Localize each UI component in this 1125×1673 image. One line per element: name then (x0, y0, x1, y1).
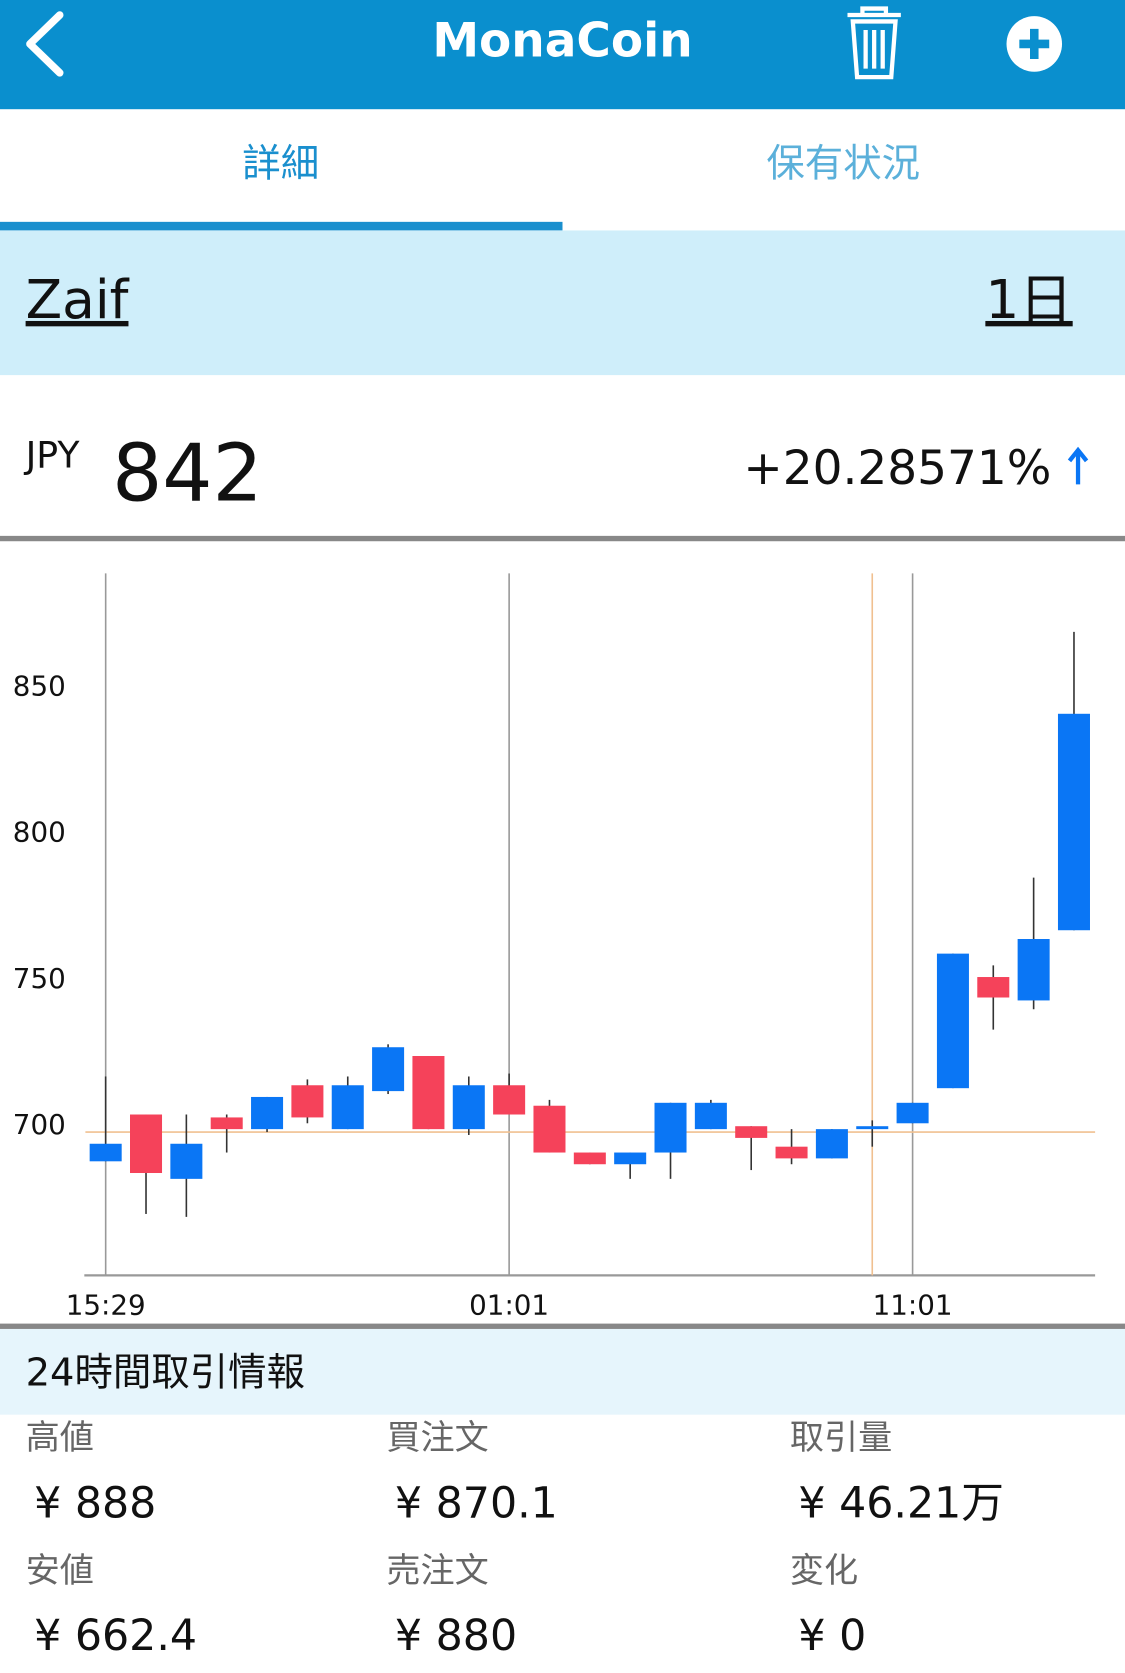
divider (0, 1323, 1125, 1329)
stat-label: 高値 (26, 1418, 94, 1458)
candle-body (493, 1085, 526, 1115)
stat-label: 変化 (790, 1551, 858, 1591)
candle-body (1017, 939, 1050, 1001)
exchange-bar (0, 230, 1125, 376)
y-tick-label: 850 (13, 669, 66, 702)
candle-body (291, 1085, 324, 1118)
currency: JPY (24, 434, 81, 477)
candle-body (654, 1102, 687, 1153)
candle-body (533, 1105, 566, 1153)
candle-body (936, 953, 969, 1089)
stat-value: ¥ 880 (395, 1611, 517, 1661)
back-button[interactable] (26, 11, 64, 77)
stat-label: 安値 (26, 1551, 94, 1591)
candle-body (896, 1102, 929, 1124)
candle-body (210, 1117, 243, 1130)
section-title: 24時間取引情報 (26, 1351, 305, 1396)
candle-body (130, 1114, 163, 1174)
section-header (0, 1328, 1125, 1415)
y-tick-label: 700 (13, 1108, 66, 1141)
x-tick-label: 15:29 (66, 1288, 146, 1321)
candle-body (614, 1152, 647, 1165)
delete-button[interactable] (847, 6, 901, 80)
y-tick-label: 750 (13, 962, 66, 995)
stat-value: ¥ 0 (798, 1611, 866, 1661)
stat-value: ¥ 46.21万 (798, 1478, 1004, 1528)
tab[interactable]: 詳細 (242, 142, 319, 187)
candle-body (89, 1143, 122, 1162)
stat-value: ¥ 888 (34, 1478, 156, 1528)
nav-bar (0, 0, 1125, 110)
candle-body (331, 1085, 364, 1130)
candle-body (815, 1129, 848, 1159)
candle-body (694, 1102, 727, 1130)
tab-indicator (0, 221, 563, 231)
x-tick-label: 01:01 (469, 1288, 549, 1321)
candle-body (372, 1047, 405, 1092)
tab-bar (0, 109, 1125, 231)
period[interactable]: 1日 (985, 268, 1072, 331)
divider (0, 535, 1125, 542)
candle-body (775, 1146, 808, 1159)
tab[interactable]: 保有状況 (766, 142, 920, 187)
x-tick-label: 11:01 (873, 1288, 953, 1321)
stat-label: 買注文 (386, 1418, 488, 1458)
up-arrow (1067, 446, 1089, 485)
candle-body (412, 1056, 445, 1130)
price: 842 (112, 427, 263, 519)
nav-title: MonaCoin (432, 13, 692, 68)
change: +20.28571% (743, 441, 1051, 496)
candle-body (1057, 713, 1090, 931)
stat-label: 売注文 (386, 1551, 488, 1591)
stat-value: ¥ 870.1 (395, 1478, 558, 1528)
stat-value: ¥ 662.4 (34, 1611, 197, 1661)
candle-body (170, 1143, 203, 1179)
candle-body (856, 1126, 889, 1130)
chart: 15:29 01:01 11:01 700 750 800 850 (13, 573, 1096, 1321)
candle-body (977, 977, 1010, 998)
stat-label: 取引量 (790, 1418, 892, 1458)
candle-body (251, 1096, 284, 1130)
candle-body (573, 1152, 606, 1165)
candle-body (452, 1085, 485, 1130)
y-tick-label: 800 (13, 816, 66, 849)
exchange-name[interactable]: Zaif (26, 268, 130, 331)
candle-body (735, 1126, 768, 1138)
add-button[interactable] (1006, 16, 1063, 72)
